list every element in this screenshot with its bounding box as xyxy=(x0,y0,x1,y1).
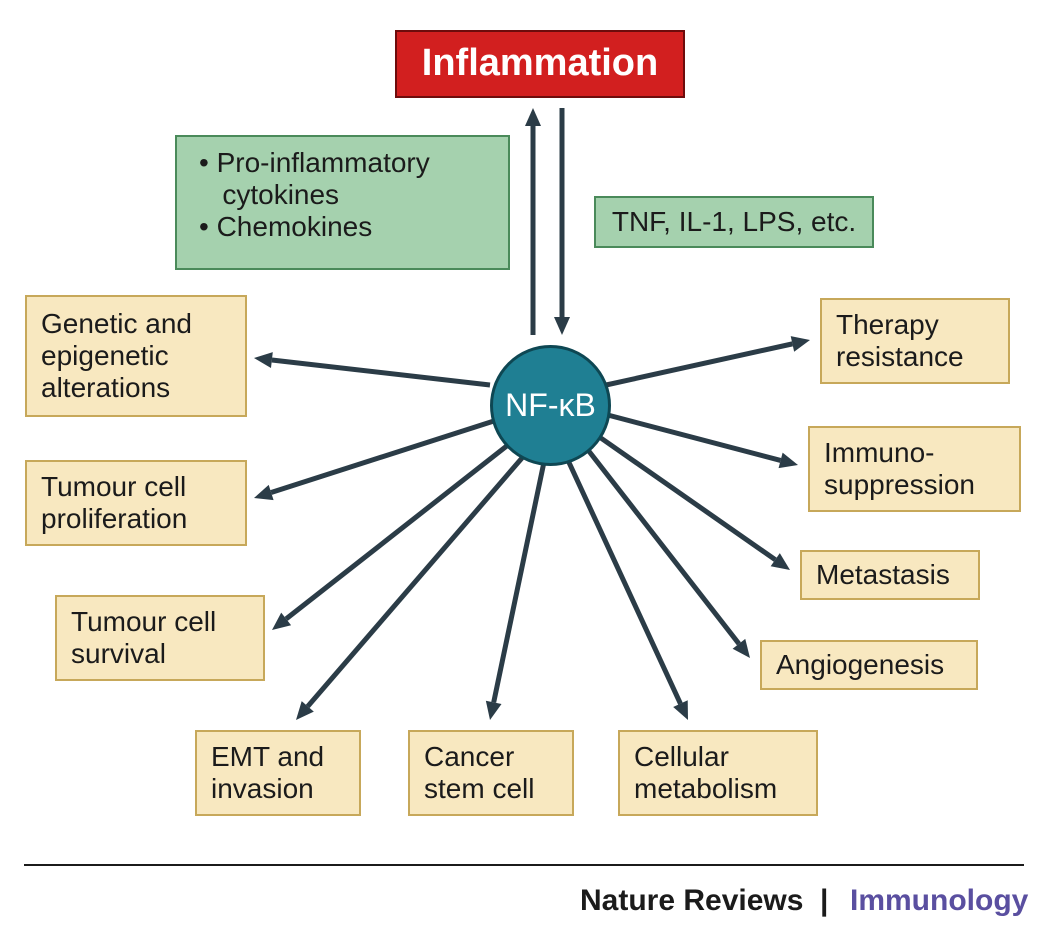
bullet-line: • Chemokines xyxy=(199,211,490,243)
bullet-line: • Pro-inflammatory xyxy=(199,147,490,179)
inflammation-title-box: Inflammation xyxy=(395,30,685,98)
outcome-label: Cancer stem cell xyxy=(424,741,534,805)
cytokines-chemokines-box: • Pro-inflammatory cytokines • Chemokine… xyxy=(175,135,510,270)
outcome-metastasis: Metastasis xyxy=(800,550,980,600)
credit-journal: Nature Reviews xyxy=(580,884,803,918)
outcome-label: Metastasis xyxy=(816,559,950,591)
diagram-canvas: Inflammation • Pro-inflammatory cytokine… xyxy=(0,0,1050,944)
outcome-label: Genetic and epigenetic alterations xyxy=(41,308,192,405)
outcome-label: EMT and invasion xyxy=(211,741,324,805)
outcome-label: Therapy resistance xyxy=(836,309,964,373)
outcome-cellular-metabolism: Cellular metabolism xyxy=(618,730,818,816)
outcome-label: Cellular metabolism xyxy=(634,741,777,805)
outcome-genetic-epigenetic: Genetic and epigenetic alterations xyxy=(25,295,247,417)
bullet-line: cytokines xyxy=(199,179,490,211)
outcome-label: Angiogenesis xyxy=(776,649,944,681)
outcome-label: Tumour cell proliferation xyxy=(41,471,187,535)
credit-section: Immunology xyxy=(850,884,1028,918)
tnf-label: TNF, IL-1, LPS, etc. xyxy=(612,206,856,238)
outcome-cancer-stem-cell: Cancer stem cell xyxy=(408,730,574,816)
inflammation-title-text: Inflammation xyxy=(422,42,658,86)
nfkb-label: NF-κB xyxy=(505,387,596,424)
outcome-therapy-resistance: Therapy resistance xyxy=(820,298,1010,384)
nfkb-hub: NF-κB xyxy=(490,345,611,466)
outcome-immunosuppression: Immuno- suppression xyxy=(808,426,1021,512)
tnf-il1-lps-box: TNF, IL-1, LPS, etc. xyxy=(594,196,874,248)
outcome-tumour-proliferation: Tumour cell proliferation xyxy=(25,460,247,546)
outcome-label: Immuno- suppression xyxy=(824,437,975,501)
outcome-emt-invasion: EMT and invasion xyxy=(195,730,361,816)
outcome-tumour-survival: Tumour cell survival xyxy=(55,595,265,681)
outcome-label: Tumour cell survival xyxy=(71,606,216,670)
footer-divider xyxy=(24,864,1024,866)
outcome-angiogenesis: Angiogenesis xyxy=(760,640,978,690)
credit-separator: | xyxy=(820,884,828,918)
